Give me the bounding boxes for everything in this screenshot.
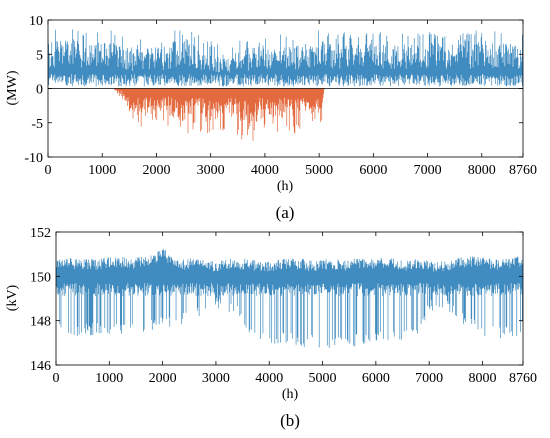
x-tick-label: 5000: [309, 371, 337, 386]
y-tick-label: 0: [36, 83, 43, 98]
series-line-negative-power: [113, 88, 325, 141]
panel-b-series: [56, 249, 523, 348]
x-tick-label: 6000: [359, 163, 387, 178]
y-tick-label: 10: [29, 14, 43, 29]
x-tick-label: 7000: [414, 163, 442, 178]
panel-a-axis-ticks: 0 1000 2000 3000 4000 5000 6000 7000 8000 8760 -10…: [24, 14, 537, 178]
x-tick-label: 8760: [509, 163, 537, 178]
x-tick-label: 3000: [197, 163, 225, 178]
y-tick-label: 148: [30, 315, 51, 330]
x-tick-label: 1000: [95, 371, 123, 386]
panel-b-panel-label: (b): [280, 411, 300, 430]
y-tick-label: 150: [30, 270, 51, 285]
panel-b-axis-ticks: 0 1000 2000 3000 4000 5000 6000 7000 8000 8760 146…: [30, 226, 537, 386]
panel-b-plot-frame: [55, 231, 524, 366]
x-tick-label: 7000: [415, 371, 443, 386]
x-tick-label: 8760: [509, 371, 537, 386]
panel-a-series: [48, 29, 523, 141]
x-tick-label: 5000: [305, 163, 333, 178]
x-tick-label: 6000: [362, 371, 390, 386]
panel-a-chart: 0 1000 2000 3000 4000 5000 6000 7000 8000 8760 -10…: [5, 14, 537, 222]
x-tick-label: 3000: [202, 371, 230, 386]
x-tick-label: 8000: [468, 163, 496, 178]
panel-a-xlabel: (h): [277, 179, 294, 194]
panel-b-ylabel: (kV): [5, 284, 20, 311]
x-tick-label: 2000: [142, 163, 170, 178]
y-tick-label: 5: [36, 48, 43, 63]
panel-a-panel-label: (a): [276, 203, 295, 222]
x-tick-label: 0: [53, 371, 60, 386]
y-tick-label: 152: [30, 226, 51, 241]
x-tick-label: 8000: [468, 371, 496, 386]
x-tick-label: 4000: [255, 371, 283, 386]
x-tick-label: 2000: [149, 371, 177, 386]
x-tick-label: 0: [45, 163, 52, 178]
y-tick-label: -10: [24, 151, 43, 166]
panel-a-ylabel: (MW): [5, 70, 20, 105]
series-line-voltage: [56, 249, 523, 348]
panel-b-xlabel: (h): [282, 387, 299, 402]
y-tick-label: 146: [30, 359, 51, 374]
y-tick-label: -5: [31, 117, 43, 132]
series-line-positive-power: [48, 29, 523, 87]
panel-b-chart: 0 1000 2000 3000 4000 5000 6000 7000 8000 8760 146…: [5, 226, 537, 430]
x-tick-label: 4000: [251, 163, 279, 178]
x-tick-label: 1000: [88, 163, 116, 178]
